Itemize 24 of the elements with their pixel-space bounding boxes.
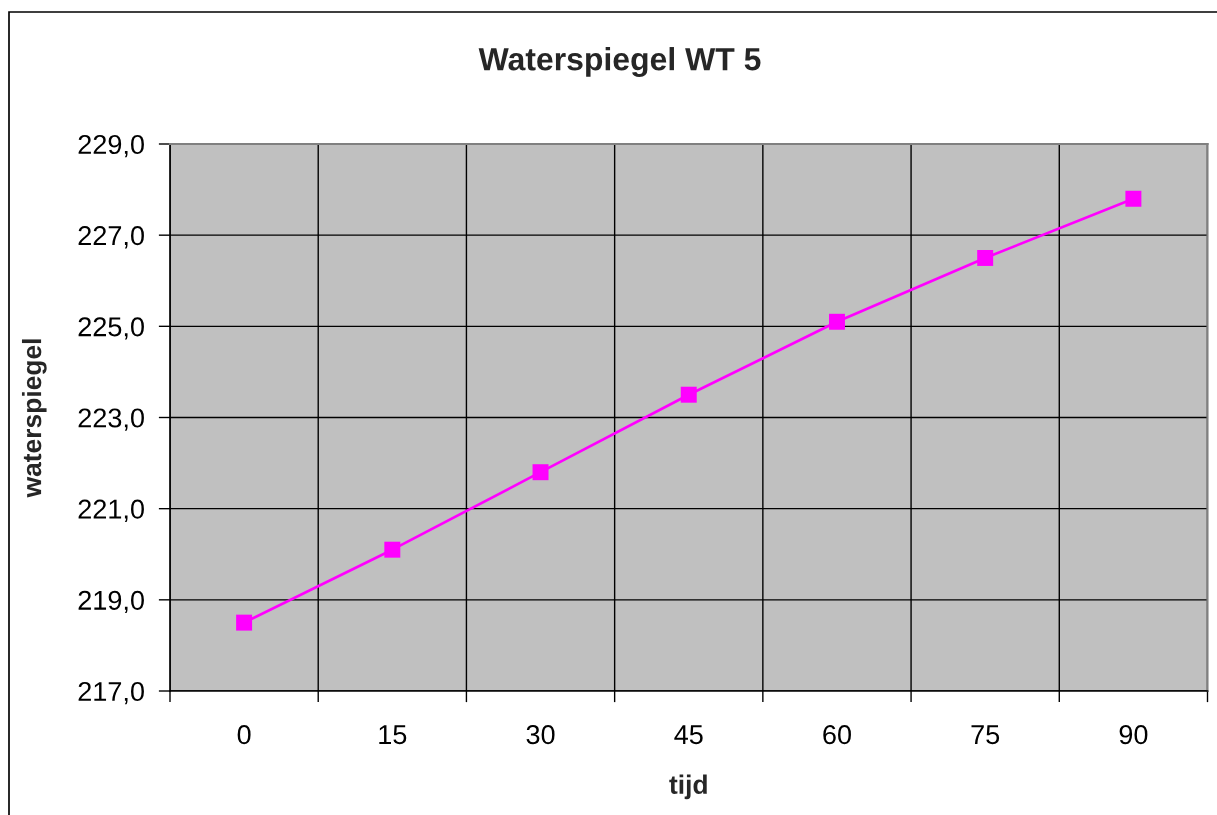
point: [680, 386, 697, 403]
x-axis-title: tijd: [669, 774, 707, 800]
point: [1125, 190, 1142, 207]
point: [384, 541, 401, 558]
y-tick-label: 225,0: [78, 317, 144, 340]
chart-title: Waterspiegel WT 5: [478, 47, 761, 77]
y-tick-label: 229,0: [78, 134, 144, 158]
x-tick-label: 60: [823, 725, 851, 745]
x-tick-label: 15: [379, 725, 407, 745]
point: [977, 249, 994, 266]
x-tick-label: 45: [674, 725, 703, 745]
y-tick-label: 219,0: [78, 590, 144, 614]
x-tick-label: 30: [526, 725, 555, 745]
point: [532, 464, 549, 481]
x-tick-label: 0: [237, 725, 251, 745]
y-tick-label: 221,0: [78, 499, 144, 522]
y-tick-label: 227,0: [78, 226, 144, 249]
x-tick-label: 75: [971, 725, 1000, 745]
point: [828, 313, 845, 330]
x-tick-label: 90: [1119, 725, 1148, 745]
y-tick-label: 223,0: [78, 408, 144, 431]
y-tick-label: 217,0: [78, 681, 144, 705]
y-axis-title: waterspiegel: [21, 339, 47, 498]
point: [236, 614, 253, 631]
